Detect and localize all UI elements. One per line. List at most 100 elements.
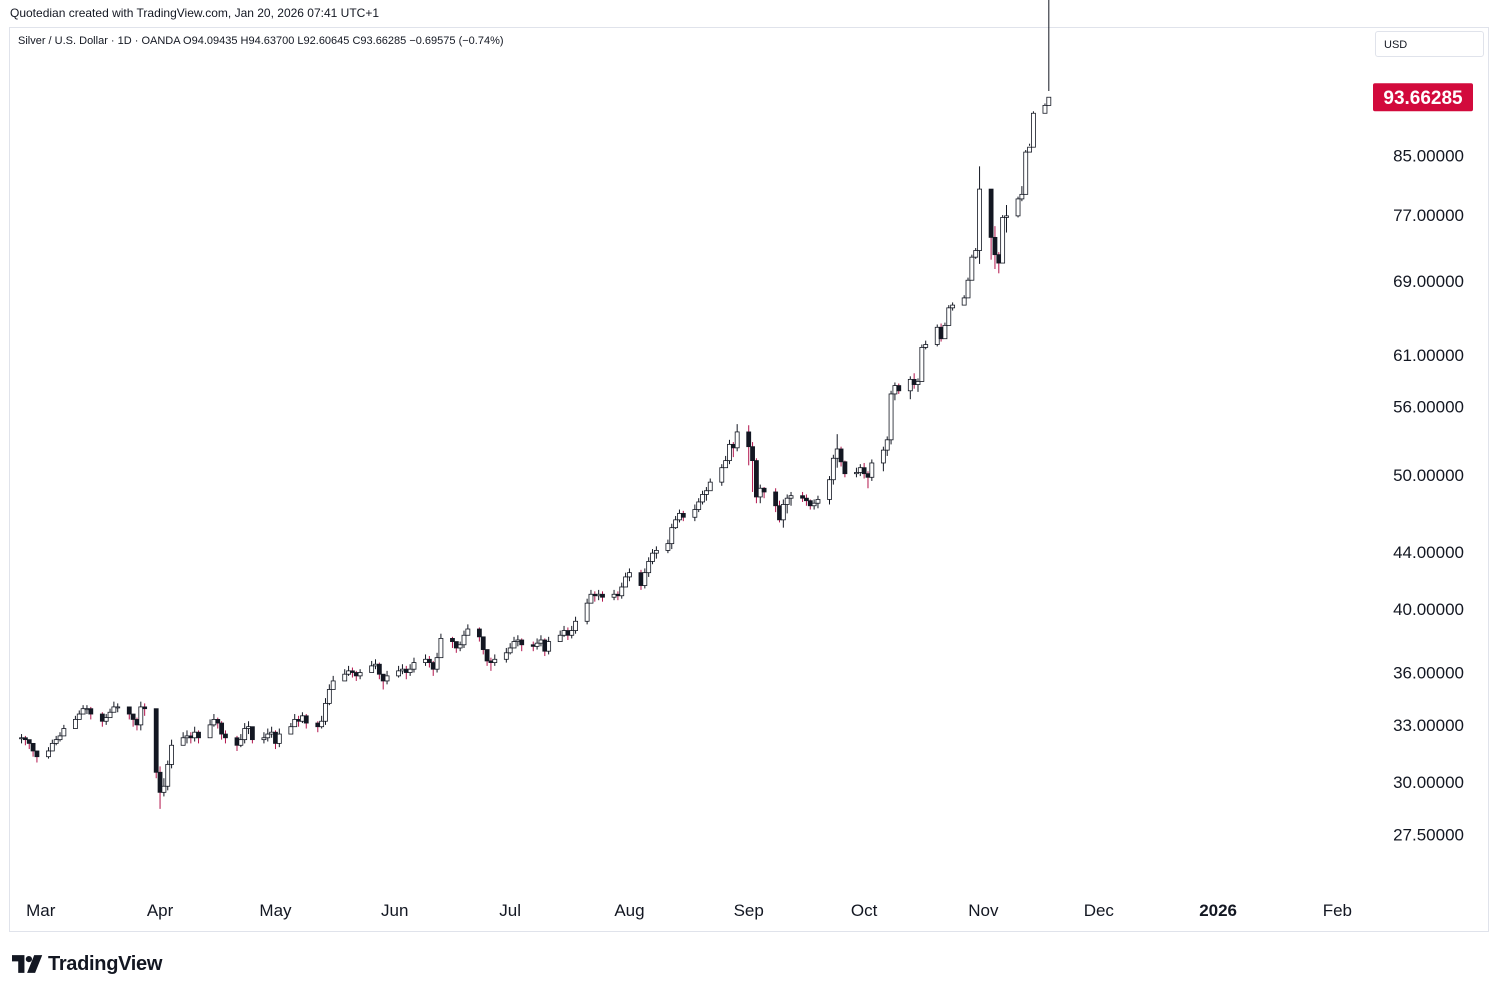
candle [623, 572, 628, 588]
candle-body [303, 715, 309, 724]
price-tick-label: 33.00000 [1393, 716, 1464, 735]
candle-body [519, 639, 525, 646]
candle [730, 442, 736, 458]
candle [777, 500, 782, 523]
candle-body [34, 750, 40, 758]
candle [57, 732, 63, 742]
candle [880, 446, 886, 472]
candle [346, 665, 351, 676]
candle-body [896, 385, 902, 392]
candle [892, 382, 898, 401]
time-tick-label: Jun [381, 901, 408, 920]
candle [134, 717, 140, 731]
candle-body [669, 527, 675, 545]
candle-body [557, 634, 563, 642]
candle [157, 766, 163, 809]
candle [261, 732, 267, 744]
candle [384, 670, 390, 685]
candle-body [746, 431, 752, 448]
candle [988, 188, 994, 260]
symbol-legend[interactable]: Silver / U.S. Dollar · 1D · OANDA O94.09… [18, 35, 504, 47]
candle-body [46, 750, 51, 758]
candle-body [407, 668, 413, 673]
candle-body [573, 620, 578, 631]
time-tick-label: Mar [26, 901, 56, 920]
candle-body [223, 733, 228, 739]
candle [130, 713, 136, 727]
candle-body [188, 735, 194, 739]
candle [546, 636, 552, 655]
candle-body [892, 385, 898, 395]
candle [861, 462, 867, 479]
candle [584, 598, 590, 625]
candle-body [992, 236, 998, 256]
candle [246, 721, 251, 735]
candle-body [857, 467, 863, 473]
candle-body [265, 733, 271, 739]
candle [519, 638, 525, 652]
candle-body [653, 550, 659, 554]
candle-body [569, 630, 575, 636]
candle-body [865, 473, 871, 478]
candle [357, 669, 363, 680]
candle [915, 378, 921, 392]
candle [692, 504, 698, 522]
candle [569, 625, 575, 639]
candle [303, 714, 309, 729]
candle-body [211, 719, 217, 726]
candle-body [476, 628, 482, 638]
candle [1019, 186, 1025, 202]
candle-body [465, 628, 471, 636]
candle [804, 494, 809, 506]
candle-body [834, 448, 840, 459]
candle-body [911, 378, 917, 385]
candle-body [530, 644, 536, 647]
candle-body [592, 593, 598, 597]
chart-credit: Quotedian created with TradingView.com, … [10, 6, 380, 20]
candle [650, 549, 655, 565]
candle [115, 703, 121, 713]
candle-body [827, 479, 832, 500]
candle [453, 641, 459, 653]
candle [1004, 205, 1009, 233]
candle-body [534, 642, 540, 647]
candle [807, 499, 813, 510]
candle-body [238, 739, 244, 746]
candle-body [646, 561, 652, 574]
candle [503, 647, 509, 663]
currency-button[interactable]: USD [1375, 31, 1484, 57]
candle [750, 442, 755, 492]
candle [800, 491, 805, 502]
time-tick-label: May [259, 901, 292, 920]
candle-body [546, 641, 552, 652]
candle-body [623, 576, 628, 588]
candle-body [861, 467, 867, 475]
candle [476, 627, 482, 642]
candle [276, 728, 282, 748]
candle-body [88, 708, 94, 715]
candle-body [515, 639, 521, 642]
candle [600, 591, 605, 602]
time-tick-label: Sep [734, 901, 764, 920]
candle [973, 248, 979, 259]
candle [184, 730, 190, 744]
candle [211, 714, 217, 727]
candle-body [807, 500, 813, 507]
candle-body [346, 670, 351, 675]
candle [165, 760, 171, 791]
candle-body [727, 443, 732, 462]
candle [88, 706, 94, 720]
candle [638, 569, 644, 590]
candle-body [800, 495, 805, 499]
candle [857, 464, 863, 477]
candle [780, 499, 786, 528]
candle-body [565, 630, 571, 636]
candle-body [507, 647, 513, 654]
candle-body [973, 250, 979, 258]
candle-body [750, 446, 755, 462]
tradingview-logo[interactable]: TradingView [12, 953, 162, 975]
candle [438, 633, 444, 659]
candle-body [111, 706, 117, 713]
candle [26, 739, 32, 750]
